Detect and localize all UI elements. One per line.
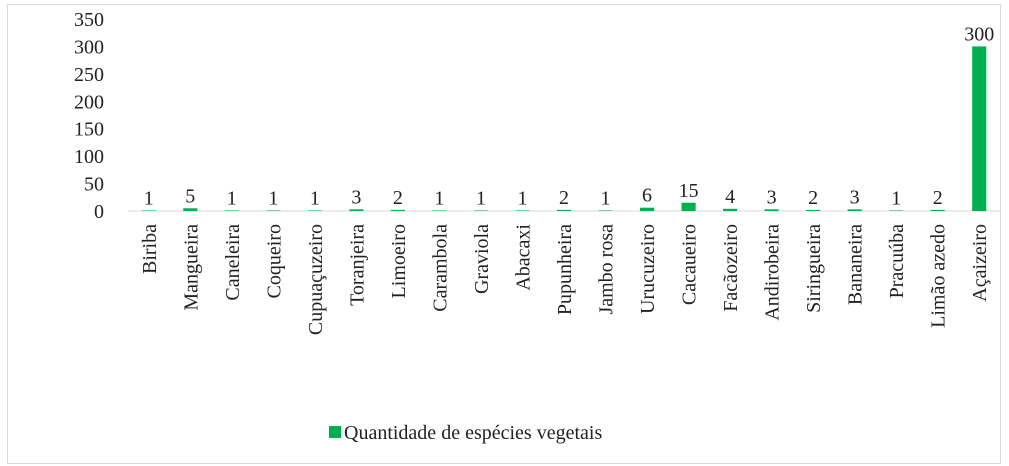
bar bbox=[390, 209, 405, 211]
value-label: 3 bbox=[767, 186, 777, 208]
legend-label: Quantidade de espécies vegetais bbox=[344, 422, 602, 444]
bar bbox=[183, 208, 198, 211]
x-tick-label: Carambola bbox=[429, 224, 451, 312]
x-tick-label: Pracuúba bbox=[886, 224, 908, 299]
y-tick-label: 300 bbox=[74, 36, 104, 58]
y-tick-label: 100 bbox=[74, 146, 104, 168]
value-label: 6 bbox=[642, 185, 652, 207]
x-tick-label: Pupunheira bbox=[554, 224, 576, 315]
bar bbox=[972, 46, 987, 211]
value-label: 5 bbox=[185, 185, 195, 207]
bar bbox=[598, 210, 613, 211]
x-tick-label: Limão azedo bbox=[928, 224, 950, 328]
value-label: 1 bbox=[268, 187, 278, 209]
value-label: 1 bbox=[144, 187, 154, 209]
bar bbox=[681, 202, 696, 211]
value-label: 1 bbox=[434, 187, 444, 209]
x-tick-label: Bananeira bbox=[845, 224, 867, 305]
x-tick-label: Limoeiro bbox=[388, 224, 410, 298]
bar bbox=[349, 209, 364, 211]
x-tick-label: Siringueira bbox=[803, 224, 825, 313]
x-tick-label: Graviola bbox=[471, 224, 493, 294]
x-tick-label: Cupuaçuzeiro bbox=[305, 224, 327, 335]
x-tick-label: Caneleira bbox=[222, 224, 244, 301]
value-label: 2 bbox=[393, 187, 403, 209]
y-tick-label: 250 bbox=[74, 64, 104, 86]
value-label: 15 bbox=[679, 180, 699, 202]
x-tick-label: Coqueiro bbox=[263, 224, 285, 298]
bar bbox=[515, 210, 530, 211]
value-label: 1 bbox=[476, 187, 486, 209]
x-tick-label: Toranjeira bbox=[346, 224, 368, 306]
x-tick-label: Biriba bbox=[139, 224, 161, 274]
bar bbox=[141, 210, 156, 211]
x-tick-label: Açaizeiro bbox=[969, 224, 991, 302]
x-tick-label: Abacaxi bbox=[512, 224, 534, 291]
x-tick-label: Cacaueiro bbox=[679, 224, 701, 305]
chart-border bbox=[7, 4, 1001, 464]
value-label: 2 bbox=[933, 187, 943, 209]
value-label: 1 bbox=[310, 187, 320, 209]
value-label: 1 bbox=[227, 187, 237, 209]
bar bbox=[847, 209, 862, 211]
bar bbox=[224, 210, 239, 211]
bar bbox=[889, 210, 904, 211]
value-label: 1 bbox=[601, 187, 611, 209]
y-tick-label: 350 bbox=[74, 9, 104, 31]
x-tick-label: Jambo rosa bbox=[596, 224, 618, 315]
y-tick-label: 50 bbox=[84, 174, 104, 196]
x-tick-label: Facãozeiro bbox=[720, 224, 742, 312]
value-label: 1 bbox=[517, 187, 527, 209]
value-label: 3 bbox=[850, 186, 860, 208]
value-label: 300 bbox=[964, 23, 994, 45]
bar bbox=[473, 210, 489, 211]
bar bbox=[764, 209, 779, 211]
value-label: 2 bbox=[808, 187, 818, 209]
y-tick-label: 200 bbox=[74, 91, 104, 113]
value-label: 4 bbox=[725, 186, 735, 208]
bar bbox=[639, 207, 655, 211]
x-tick-label: Andirobeira bbox=[762, 224, 784, 321]
y-tick-label: 150 bbox=[74, 119, 104, 141]
bar bbox=[930, 209, 945, 211]
value-label: 2 bbox=[559, 187, 569, 209]
value-label: 3 bbox=[351, 186, 361, 208]
y-tick-label: 0 bbox=[94, 201, 104, 223]
bar bbox=[266, 210, 281, 211]
x-tick-label: Urucuzeiro bbox=[637, 224, 659, 314]
legend-swatch bbox=[329, 426, 341, 438]
x-tick-label: Mangueira bbox=[180, 224, 202, 311]
bar bbox=[556, 209, 572, 211]
bar bbox=[723, 208, 738, 211]
bar bbox=[432, 210, 447, 211]
value-label: 1 bbox=[891, 187, 901, 209]
bar bbox=[806, 209, 821, 211]
bar bbox=[307, 210, 322, 211]
